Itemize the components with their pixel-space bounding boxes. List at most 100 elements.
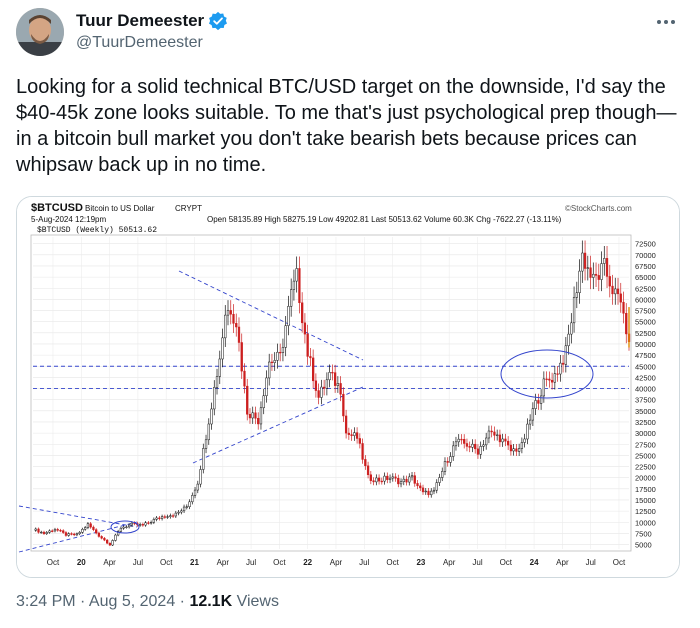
candle-body	[158, 517, 161, 519]
candle-body	[257, 417, 260, 425]
candle-body	[622, 301, 625, 314]
candle-body	[106, 539, 109, 544]
y-tick-label: 47500	[635, 351, 656, 360]
candle-body	[457, 438, 460, 443]
candle-body	[174, 512, 177, 517]
author-name[interactable]: Tuur Demeester	[76, 11, 205, 30]
candle-body	[611, 285, 614, 295]
y-tick-label: 15000	[635, 496, 656, 505]
more-options-icon[interactable]	[652, 12, 680, 32]
candle-body	[465, 443, 469, 447]
candle-body	[312, 357, 315, 382]
candle-body	[141, 524, 145, 526]
candle-body	[331, 372, 334, 374]
candle-body	[262, 395, 265, 409]
x-tick-label: Oct	[500, 558, 513, 567]
y-tick-label: 35000	[635, 407, 656, 416]
candle-body	[221, 337, 224, 360]
candle-body	[479, 446, 482, 455]
candle-body	[597, 275, 600, 280]
x-tick-label: Oct	[47, 558, 60, 567]
candle-body	[416, 483, 419, 487]
tweet-text: Looking for a solid technical BTC/USD ta…	[16, 76, 677, 176]
candle-body	[314, 380, 318, 391]
chart-image[interactable]: $BTCUSD Bitcoin to US Dollar CRYPT 5-Aug…	[16, 196, 680, 578]
x-tick-label: Jul	[586, 558, 596, 567]
candle-body	[317, 390, 320, 398]
candle-body	[169, 515, 172, 517]
x-tick-label: Oct	[160, 558, 173, 567]
candle-body	[204, 439, 208, 449]
y-tick-label: 60000	[635, 295, 656, 304]
candle-body	[474, 443, 477, 450]
x-tick-label: Apr	[443, 558, 456, 567]
y-tick-label: 72500	[635, 240, 656, 249]
upper-triangle-line	[178, 270, 364, 361]
x-tick-label: 22	[303, 558, 312, 567]
avatar[interactable]	[16, 8, 64, 56]
candle-body	[125, 526, 128, 528]
candle-body	[191, 495, 194, 503]
y-tick-label: 65000	[635, 273, 656, 282]
candles	[34, 240, 631, 546]
candle-body	[328, 372, 331, 381]
candle-body	[452, 445, 455, 457]
candle-body	[73, 533, 76, 536]
candle-body	[432, 489, 436, 492]
candle-body	[86, 523, 90, 528]
candle-body	[619, 293, 622, 303]
candle-body	[358, 438, 361, 444]
candle-body	[268, 361, 271, 379]
candle-body	[534, 400, 537, 409]
candle-body	[405, 478, 408, 483]
x-tick-label: Jul	[472, 558, 482, 567]
candle-body	[97, 532, 101, 537]
chart-legend: $BTCUSD (Weekly) 50513.62	[37, 226, 157, 235]
candle-body	[413, 475, 416, 484]
candle-body	[325, 379, 329, 389]
candle-body	[42, 531, 46, 534]
timestamp[interactable]: 3:24 PM · Aug 5, 2024 ·	[16, 593, 190, 610]
candle-body	[213, 387, 216, 410]
candle-body	[298, 268, 301, 304]
candle-body	[270, 361, 274, 364]
candle-body	[322, 386, 326, 389]
candle-body	[350, 434, 353, 436]
y-tick-label: 7500	[635, 529, 652, 538]
candle-body	[496, 434, 499, 436]
candle-body	[501, 438, 504, 443]
candle-body	[89, 523, 92, 528]
author-handle[interactable]: @TuurDemeester	[76, 34, 203, 51]
y-axis-labels: 72500 70000 67500 65000 62500 60000 57500 55000…	[635, 240, 656, 550]
support-zone-lines	[33, 365, 629, 389]
candle-body	[537, 400, 540, 404]
candle-body	[147, 522, 150, 524]
y-tick-label: 57500	[635, 307, 656, 316]
y-tick-label: 62500	[635, 284, 656, 293]
candle-body	[600, 263, 603, 280]
candle-body	[625, 312, 628, 335]
chart-symbol: $BTCUSD	[31, 202, 83, 214]
candle-body	[526, 423, 529, 440]
candle-body	[144, 522, 147, 526]
candle-body	[246, 385, 249, 415]
candle-body	[229, 310, 232, 315]
y-tick-label: 30000	[635, 429, 656, 438]
candle-body	[259, 407, 263, 425]
candle-body	[498, 434, 502, 443]
candle-body	[92, 526, 95, 530]
candle-body	[482, 444, 485, 447]
y-tick-label: 5000	[635, 541, 652, 550]
candle-body	[460, 438, 463, 441]
x-tick-label: Apr	[330, 558, 343, 567]
candle-body	[578, 270, 581, 293]
candle-body	[152, 519, 155, 523]
candle-body	[545, 378, 548, 380]
candle-body	[48, 530, 51, 533]
candle-body	[419, 485, 422, 489]
candle-body	[603, 258, 606, 264]
candle-body	[375, 477, 378, 483]
candle-body	[243, 370, 246, 387]
candle-body	[78, 532, 81, 535]
candle-body	[386, 475, 389, 480]
